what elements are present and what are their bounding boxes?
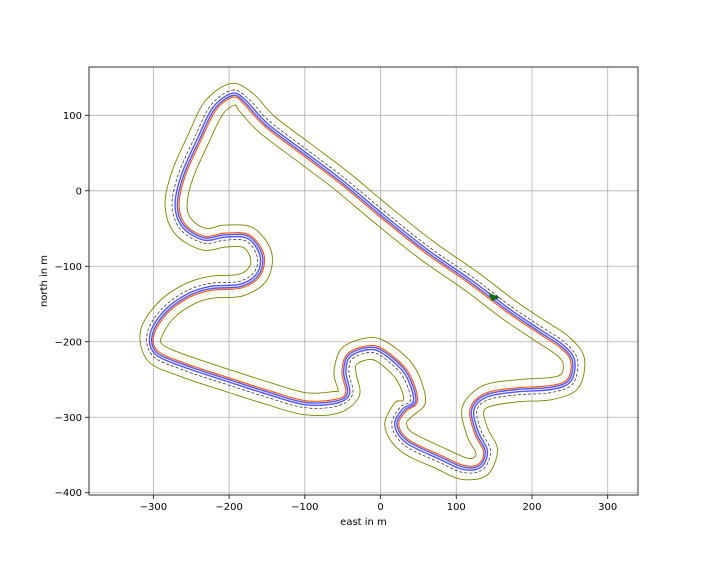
y-tick-label: −300 <box>55 413 82 424</box>
x-tick-label: −100 <box>291 502 318 513</box>
y-tick-label: 0 <box>76 186 82 197</box>
x-tick-label: −300 <box>140 502 167 513</box>
y-tick-label: −400 <box>55 488 82 499</box>
x-tick-label: 100 <box>447 502 466 513</box>
y-tick-label: −100 <box>55 262 82 273</box>
y-tick-label: −200 <box>55 337 82 348</box>
outer-boundary <box>159 104 564 460</box>
axes-frame <box>88 66 639 496</box>
inner-boundary <box>139 82 586 481</box>
x-tick-label: 200 <box>522 502 541 513</box>
x-tick-label: 0 <box>377 502 383 513</box>
x-axis-label: east in m <box>340 517 387 528</box>
reference-line <box>146 89 579 474</box>
center-line <box>150 94 574 469</box>
center-line-inner <box>148 92 576 471</box>
y-tick-label: 100 <box>63 111 82 122</box>
race-line <box>152 96 572 467</box>
x-tick-label: 300 <box>598 502 617 513</box>
y-axis-label: north in m <box>39 255 50 307</box>
ticks: −300 −200 −100 0 100 200 300 −400 −300 −200 −100 0 1… <box>55 111 618 513</box>
track <box>139 82 586 481</box>
vehicle-marker <box>488 292 500 301</box>
x-tick-label: −200 <box>215 502 242 513</box>
